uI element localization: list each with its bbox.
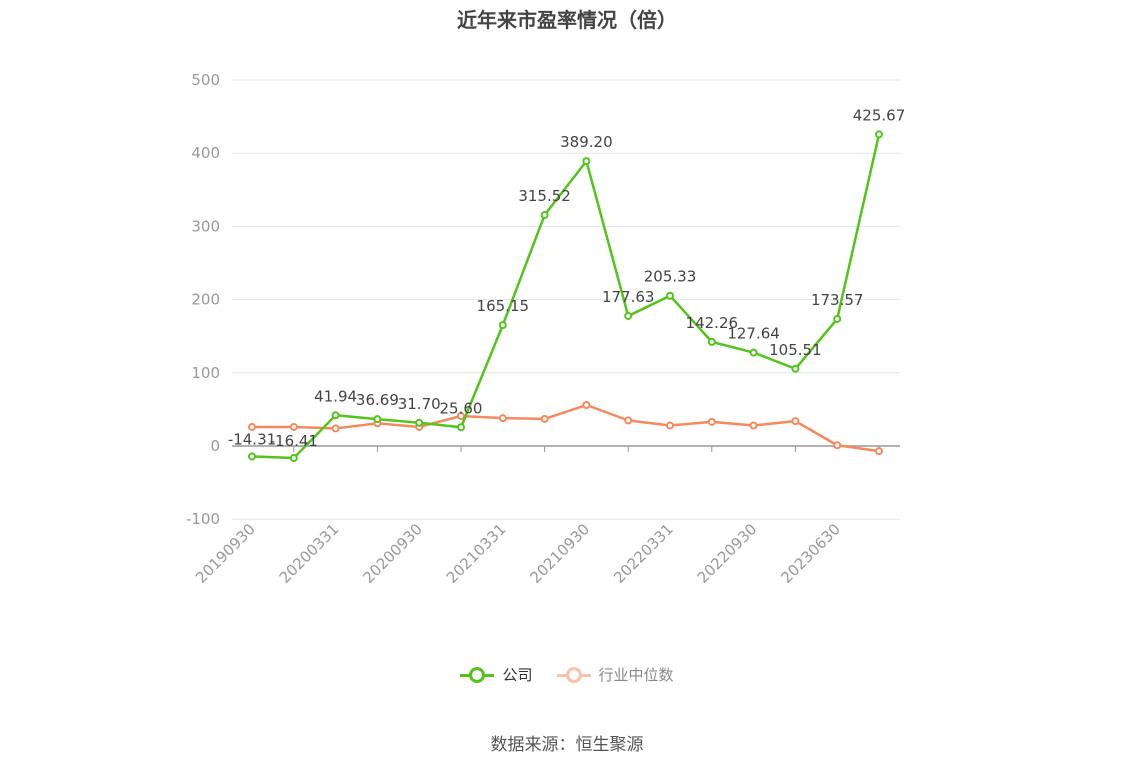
industry-data-point <box>791 417 800 426</box>
pe-ratio-line-chart: -100 0 100 200 300 400 500 20190930 20200331 2020… <box>186 71 906 587</box>
industry-data-point <box>331 424 340 433</box>
legend-item-industry[interactable]: 行业中位数 <box>556 664 674 685</box>
company-data-point <box>707 337 716 346</box>
company-data-label: 389.20 <box>560 133 613 151</box>
company-data-point <box>624 311 633 320</box>
company-data-label: 105.51 <box>769 341 822 359</box>
industry-data-point <box>289 422 298 431</box>
industry-data-point <box>749 421 758 430</box>
y-tick-label: 100 <box>191 364 220 382</box>
company-data-point <box>331 411 340 420</box>
company-data-label: 425.67 <box>853 106 906 124</box>
company-series-line <box>251 134 881 460</box>
x-tick-label: 20230630 <box>777 520 844 587</box>
x-tick-label: 20200331 <box>276 520 343 587</box>
legend-industry-label: 行业中位数 <box>598 666 674 684</box>
company-data-label: 142.26 <box>686 314 739 332</box>
y-tick-label: 0 <box>210 437 220 455</box>
company-data-point <box>415 418 424 427</box>
industry-data-point <box>833 441 842 450</box>
company-data-label: 315.52 <box>518 187 571 205</box>
company-data-label: 177.63 <box>602 288 655 306</box>
company-data-label: 127.64 <box>727 325 780 343</box>
company-data-label: 36.69 <box>356 391 399 409</box>
industry-data-point <box>666 421 674 430</box>
company-data-point <box>791 364 800 373</box>
company-data-label: 25.60 <box>440 399 483 417</box>
industry-data-point <box>540 414 549 423</box>
x-tick-label: 20220930 <box>694 520 761 587</box>
company-data-point <box>833 314 842 323</box>
company-data-point <box>749 348 758 357</box>
industry-data-point <box>498 414 507 423</box>
y-tick-label: 300 <box>191 217 220 235</box>
y-tick-label: 400 <box>191 144 220 162</box>
industry-series-line <box>252 403 880 453</box>
company-data-label: -16.41 <box>270 432 318 450</box>
y-tick-label: 200 <box>191 291 220 309</box>
legend-industry-marker-icon <box>556 666 591 683</box>
legend: 公司 行业中位数 <box>0 664 1134 685</box>
company-data-point <box>498 321 507 330</box>
industry-data-point <box>707 417 716 426</box>
company-data-point <box>373 415 382 424</box>
y-tick-label: -100 <box>186 510 220 528</box>
legend-company-label: 公司 <box>502 666 533 684</box>
company-data-label: 173.57 <box>811 291 864 309</box>
company-data-label: 31.70 <box>398 395 441 413</box>
industry-data-point <box>875 447 883 456</box>
industry-data-point <box>624 416 633 425</box>
y-tick-label: 500 <box>191 71 220 89</box>
company-data-point <box>582 157 591 166</box>
x-tick-label: 20200930 <box>359 520 426 587</box>
industry-data-point <box>248 422 256 431</box>
company-data-point <box>248 452 256 461</box>
company-data-point <box>875 130 883 139</box>
data-source-note: 数据来源：恒生聚源 <box>490 735 644 755</box>
company-data-point <box>666 291 674 300</box>
legend-company-marker-icon <box>460 666 495 683</box>
industry-data-point <box>582 401 591 410</box>
x-tick-label: 20210930 <box>527 520 594 587</box>
x-tick-label: 20190930 <box>192 520 259 587</box>
industry-data-point <box>457 411 465 420</box>
company-data-label: 41.94 <box>314 387 357 405</box>
company-data-point <box>540 211 549 220</box>
company-data-label: 205.33 <box>644 268 697 286</box>
company-data-point <box>289 454 298 463</box>
company-data-point <box>457 423 465 432</box>
company-data-label: -14.31 <box>228 430 276 448</box>
company-data-label: 165.15 <box>477 297 530 315</box>
chart-title: 近年来市盈率情况（倍） <box>457 8 677 32</box>
legend-item-company[interactable]: 公司 <box>460 664 533 685</box>
x-tick-label: 20220331 <box>610 520 677 587</box>
x-tick-label: 20210331 <box>443 520 510 587</box>
